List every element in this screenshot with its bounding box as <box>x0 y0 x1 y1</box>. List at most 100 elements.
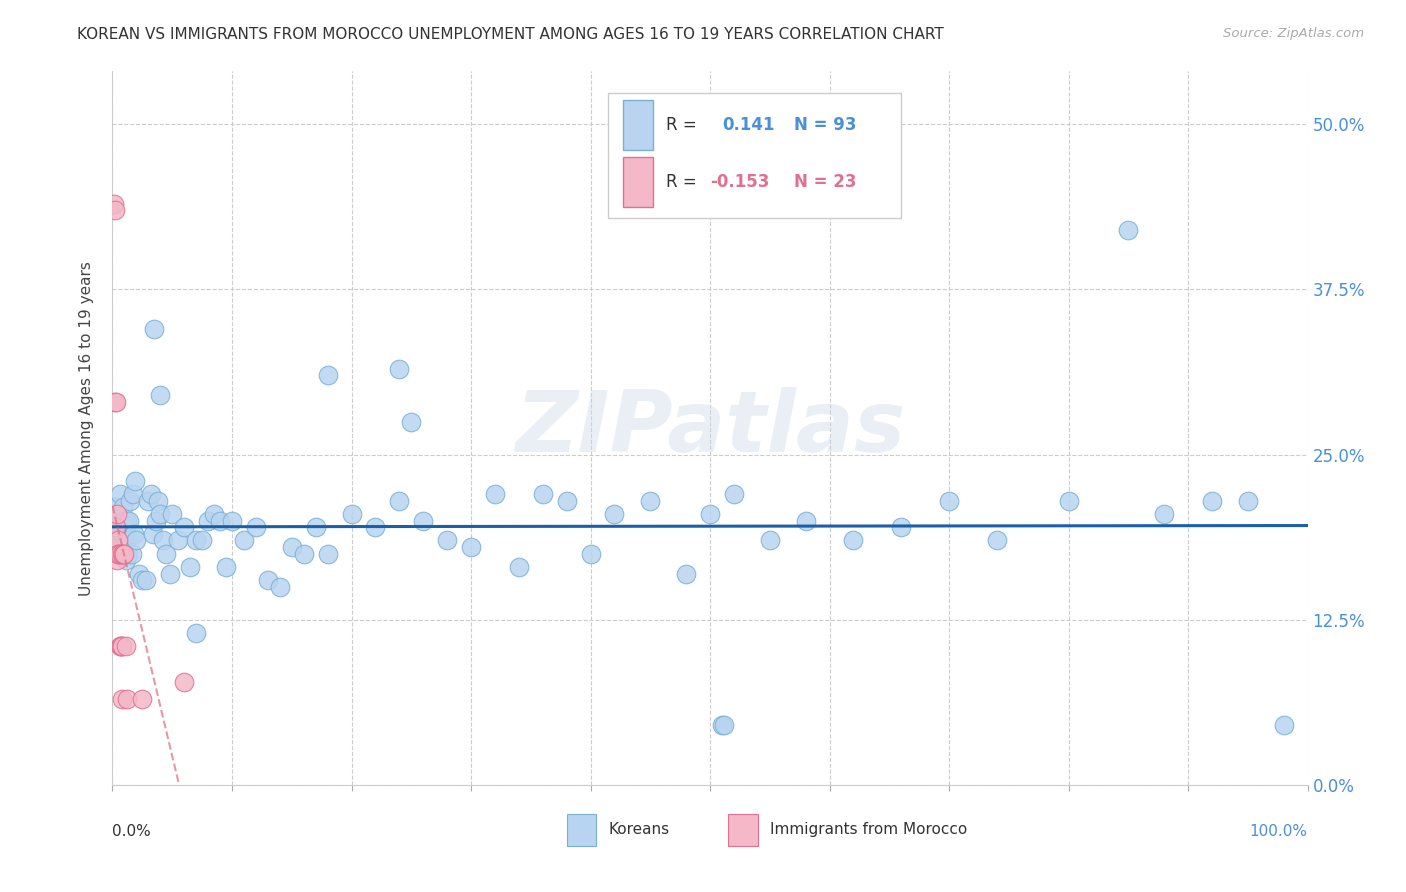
Point <box>209 514 232 528</box>
Point <box>105 507 128 521</box>
Point <box>186 533 208 548</box>
Point <box>111 547 134 561</box>
Point <box>412 514 434 528</box>
Text: N = 93: N = 93 <box>793 116 856 134</box>
Point <box>401 415 423 429</box>
Text: R =: R = <box>666 173 696 191</box>
Point <box>759 533 782 548</box>
Point <box>364 520 387 534</box>
Point <box>114 514 135 528</box>
Point <box>603 507 626 521</box>
Point <box>110 547 132 561</box>
Point <box>842 533 865 548</box>
Point <box>152 533 174 548</box>
Point <box>155 547 177 561</box>
Point <box>484 487 506 501</box>
Point <box>1153 507 1175 521</box>
Point <box>105 553 128 567</box>
Point <box>197 514 219 528</box>
Point <box>121 487 143 501</box>
Text: 100.0%: 100.0% <box>1250 824 1308 839</box>
Text: Source: ZipAtlas.com: Source: ZipAtlas.com <box>1223 27 1364 40</box>
Point <box>508 560 530 574</box>
Point <box>120 493 142 508</box>
Point <box>292 547 315 561</box>
Point <box>711 718 734 732</box>
Point <box>191 533 214 548</box>
Point <box>131 692 153 706</box>
Point <box>135 573 157 587</box>
Point <box>114 547 135 561</box>
Point <box>115 514 138 528</box>
Point <box>1057 493 1080 508</box>
Point <box>245 520 267 534</box>
Point <box>1118 223 1140 237</box>
Point <box>938 493 960 508</box>
Text: N = 23: N = 23 <box>793 173 856 191</box>
Point <box>1237 493 1260 508</box>
Point <box>388 493 411 508</box>
Point <box>115 533 138 548</box>
Point <box>269 580 291 594</box>
Point <box>388 361 411 376</box>
Point <box>114 520 136 534</box>
Point <box>723 487 745 501</box>
Point <box>1272 718 1295 732</box>
Point <box>675 566 697 581</box>
Point <box>555 493 578 508</box>
Point <box>111 639 134 653</box>
Point <box>108 639 131 653</box>
Point <box>149 507 172 521</box>
FancyBboxPatch shape <box>609 93 901 218</box>
Point <box>173 674 195 689</box>
Point <box>111 527 134 541</box>
Point <box>139 487 162 501</box>
Point <box>640 493 662 508</box>
Point <box>107 547 129 561</box>
Point <box>115 692 138 706</box>
Point <box>105 527 128 541</box>
Point <box>579 547 602 561</box>
Point <box>316 368 339 383</box>
Point <box>112 547 135 561</box>
Text: R =: R = <box>666 116 696 134</box>
Point <box>110 514 132 528</box>
Point <box>179 560 201 574</box>
FancyBboxPatch shape <box>623 157 652 207</box>
Text: KOREAN VS IMMIGRANTS FROM MOROCCO UNEMPLOYMENT AMONG AGES 16 TO 19 YEARS CORRELA: KOREAN VS IMMIGRANTS FROM MOROCCO UNEMPL… <box>77 27 943 42</box>
Point <box>103 196 125 211</box>
Point <box>111 692 134 706</box>
Point <box>117 547 139 561</box>
Point <box>118 514 141 528</box>
Point <box>128 566 150 581</box>
Point <box>233 533 256 548</box>
Point <box>107 540 129 554</box>
Point <box>257 573 280 587</box>
Point <box>105 500 128 515</box>
Point <box>131 573 153 587</box>
Point <box>159 566 181 581</box>
Point <box>149 388 172 402</box>
Text: ZIPatlas: ZIPatlas <box>515 386 905 470</box>
Point <box>108 547 131 561</box>
Point <box>221 514 243 528</box>
Point <box>110 639 132 653</box>
Point <box>305 520 328 534</box>
Point <box>890 520 912 534</box>
Point <box>107 520 129 534</box>
Point <box>124 474 146 488</box>
Point <box>215 560 238 574</box>
Point <box>121 547 143 561</box>
Point <box>986 533 1008 548</box>
Point <box>122 527 145 541</box>
Y-axis label: Unemployment Among Ages 16 to 19 years: Unemployment Among Ages 16 to 19 years <box>79 260 94 596</box>
Point <box>340 507 363 521</box>
Point <box>143 322 166 336</box>
Point <box>162 507 183 521</box>
Point <box>104 203 127 218</box>
Point <box>794 514 817 528</box>
Point <box>173 520 195 534</box>
Point <box>145 514 167 528</box>
Point <box>112 500 135 515</box>
Point <box>186 626 208 640</box>
